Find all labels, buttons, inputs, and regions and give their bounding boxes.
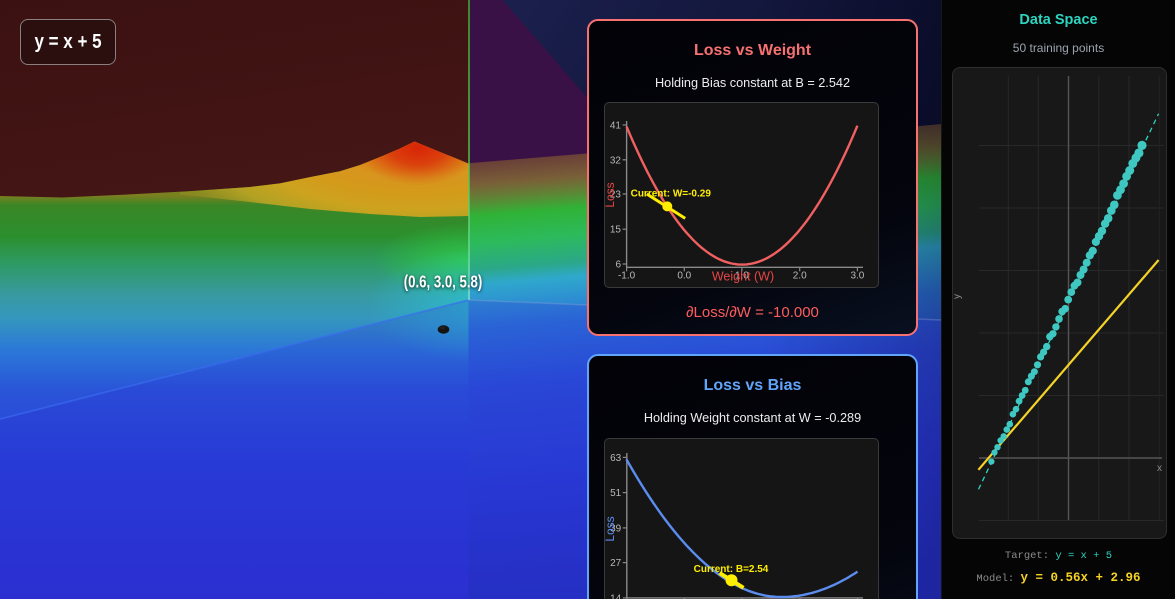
svg-text:15: 15: [610, 225, 622, 236]
svg-text:1.0: 1.0: [735, 271, 749, 282]
svg-text:41: 41: [610, 121, 622, 132]
svg-text:51: 51: [610, 488, 622, 499]
svg-text:y: y: [953, 294, 963, 299]
svg-text:63: 63: [610, 453, 622, 464]
svg-text:-1.0: -1.0: [618, 271, 636, 282]
svg-text:Weight (W): Weight (W): [712, 270, 774, 284]
svg-text:23: 23: [610, 190, 622, 201]
svg-text:Current: W=-0.29: Current: W=-0.29: [631, 189, 712, 200]
svg-text:Current: B=2.54: Current: B=2.54: [694, 564, 769, 575]
svg-text:6: 6: [615, 260, 621, 271]
svg-text:32: 32: [610, 155, 622, 166]
svg-text:x: x: [1157, 463, 1162, 474]
svg-text:Loss: Loss: [605, 182, 617, 207]
svg-text:0.0: 0.0: [677, 271, 691, 282]
svg-text:3.0: 3.0: [850, 271, 864, 282]
svg-text:2.0: 2.0: [793, 271, 807, 282]
svg-text:14: 14: [610, 593, 622, 599]
svg-text:27: 27: [610, 558, 622, 569]
svg-text:Loss: Loss: [605, 516, 617, 541]
svg-text:39: 39: [610, 523, 622, 534]
